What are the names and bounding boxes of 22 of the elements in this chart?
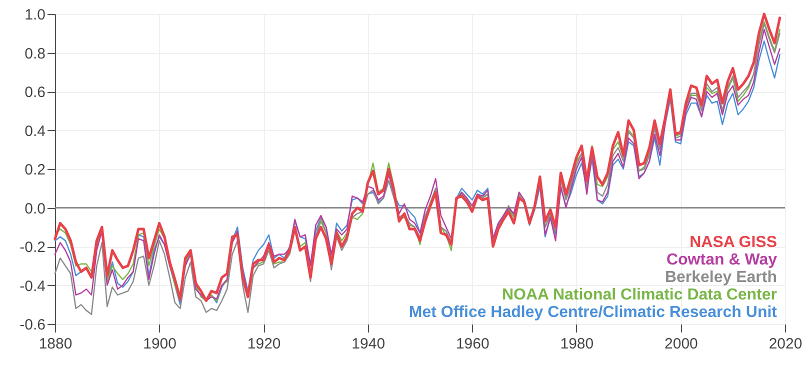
y-tick-label: -0.4 <box>20 278 46 295</box>
text: NASA GISS <box>690 234 778 251</box>
text: NOAA National Climatic Data Center <box>502 286 777 304</box>
y-tick-label: 1.0 <box>24 6 46 24</box>
y-tick-label: 0.2 <box>24 162 46 178</box>
y-tick-label: 0.4 <box>24 122 46 140</box>
y-tick-label: -0.2 <box>20 239 46 256</box>
x-tick-label: 1900 <box>143 336 176 352</box>
x-tick-label: 1880 <box>38 336 72 352</box>
y-tick-label: 0.8 <box>24 45 46 62</box>
x-tick-label: 1960 <box>456 336 490 352</box>
x-tick-label: 1980 <box>560 336 594 352</box>
x-tick-label: 2020 <box>768 336 802 352</box>
x-tick-label: 2000 <box>664 336 698 352</box>
text: Cowtan & Way <box>666 252 778 268</box>
x-tick-label: 1920 <box>247 336 281 352</box>
y-tick-label: 0.0 <box>24 200 46 218</box>
text: Berkeley Earth <box>664 269 777 286</box>
y-tick-label: 0.6 <box>24 84 46 101</box>
x-tick-label: 1940 <box>352 336 386 352</box>
y-tick-label: -0.6 <box>20 316 46 334</box>
text: Met Office Hadley Centre/Climatic Research Unit <box>408 304 778 321</box>
